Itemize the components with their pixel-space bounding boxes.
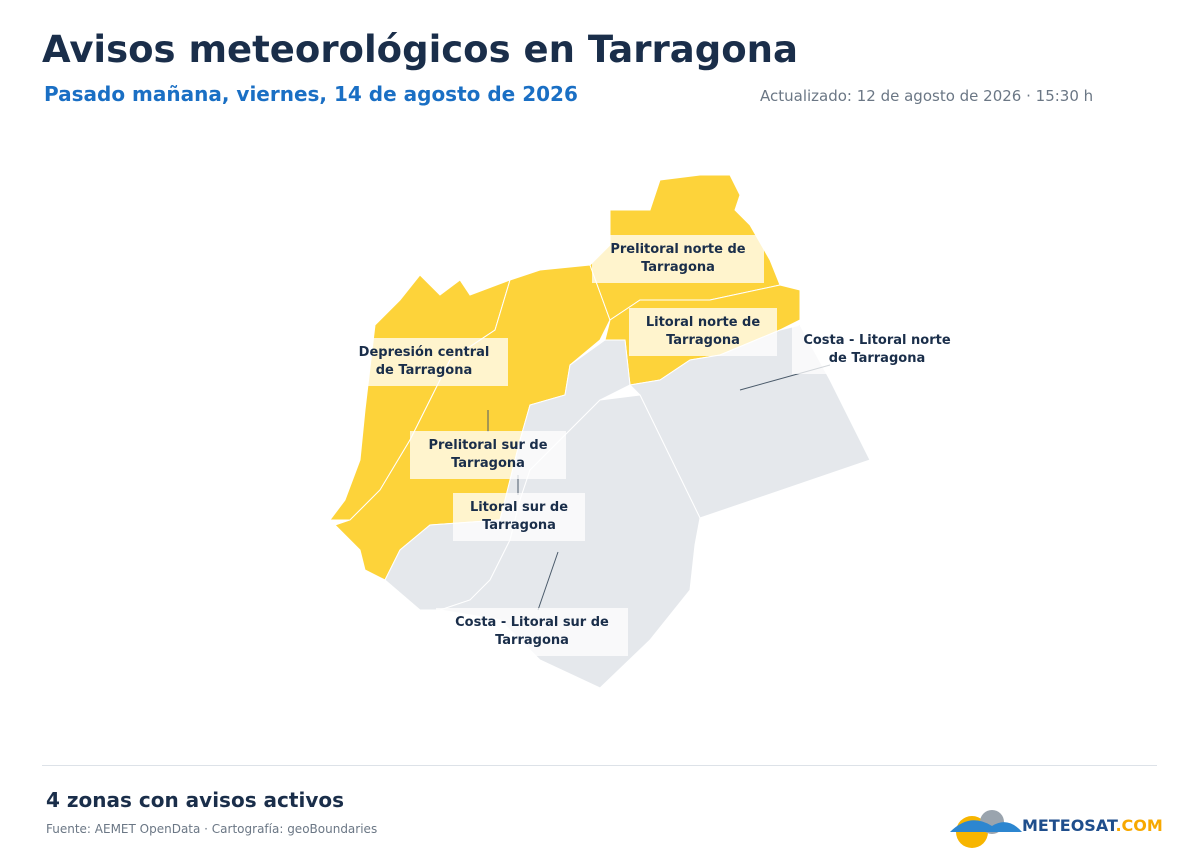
zone-label: Costa - Litoral norte de Tarragona: [792, 326, 962, 374]
updated: Actualizado: 12 de agosto de 2026 · 15:3…: [760, 87, 1094, 105]
zone-label: Prelitoral norte de Tarragona: [592, 235, 764, 283]
logo-text: .COM: [1115, 816, 1163, 835]
zone-label: Depresión central de Tarragona: [340, 338, 508, 386]
subtitle: Pasado mañana, viernes, 14 de agosto de …: [44, 82, 578, 106]
logo: METEOSAT.COM: [1022, 816, 1163, 835]
zone-label: Litoral norte de Tarragona: [629, 308, 777, 356]
title: Avisos meteorológicos en Tarragona: [42, 28, 798, 71]
zone-label: Prelitoral sur de Tarragona: [410, 431, 566, 479]
summary: 4 zonas con avisos activos: [46, 788, 345, 812]
divider: [42, 765, 1157, 766]
logo-icon: [950, 810, 1022, 848]
zone-label: Costa - Litoral sur de Tarragona: [436, 608, 628, 656]
source: Fuente: AEMET OpenData · Cartografía: ge…: [46, 822, 378, 836]
logo-text: METEOSAT: [1022, 816, 1116, 835]
zone-label: Litoral sur de Tarragona: [453, 493, 585, 541]
